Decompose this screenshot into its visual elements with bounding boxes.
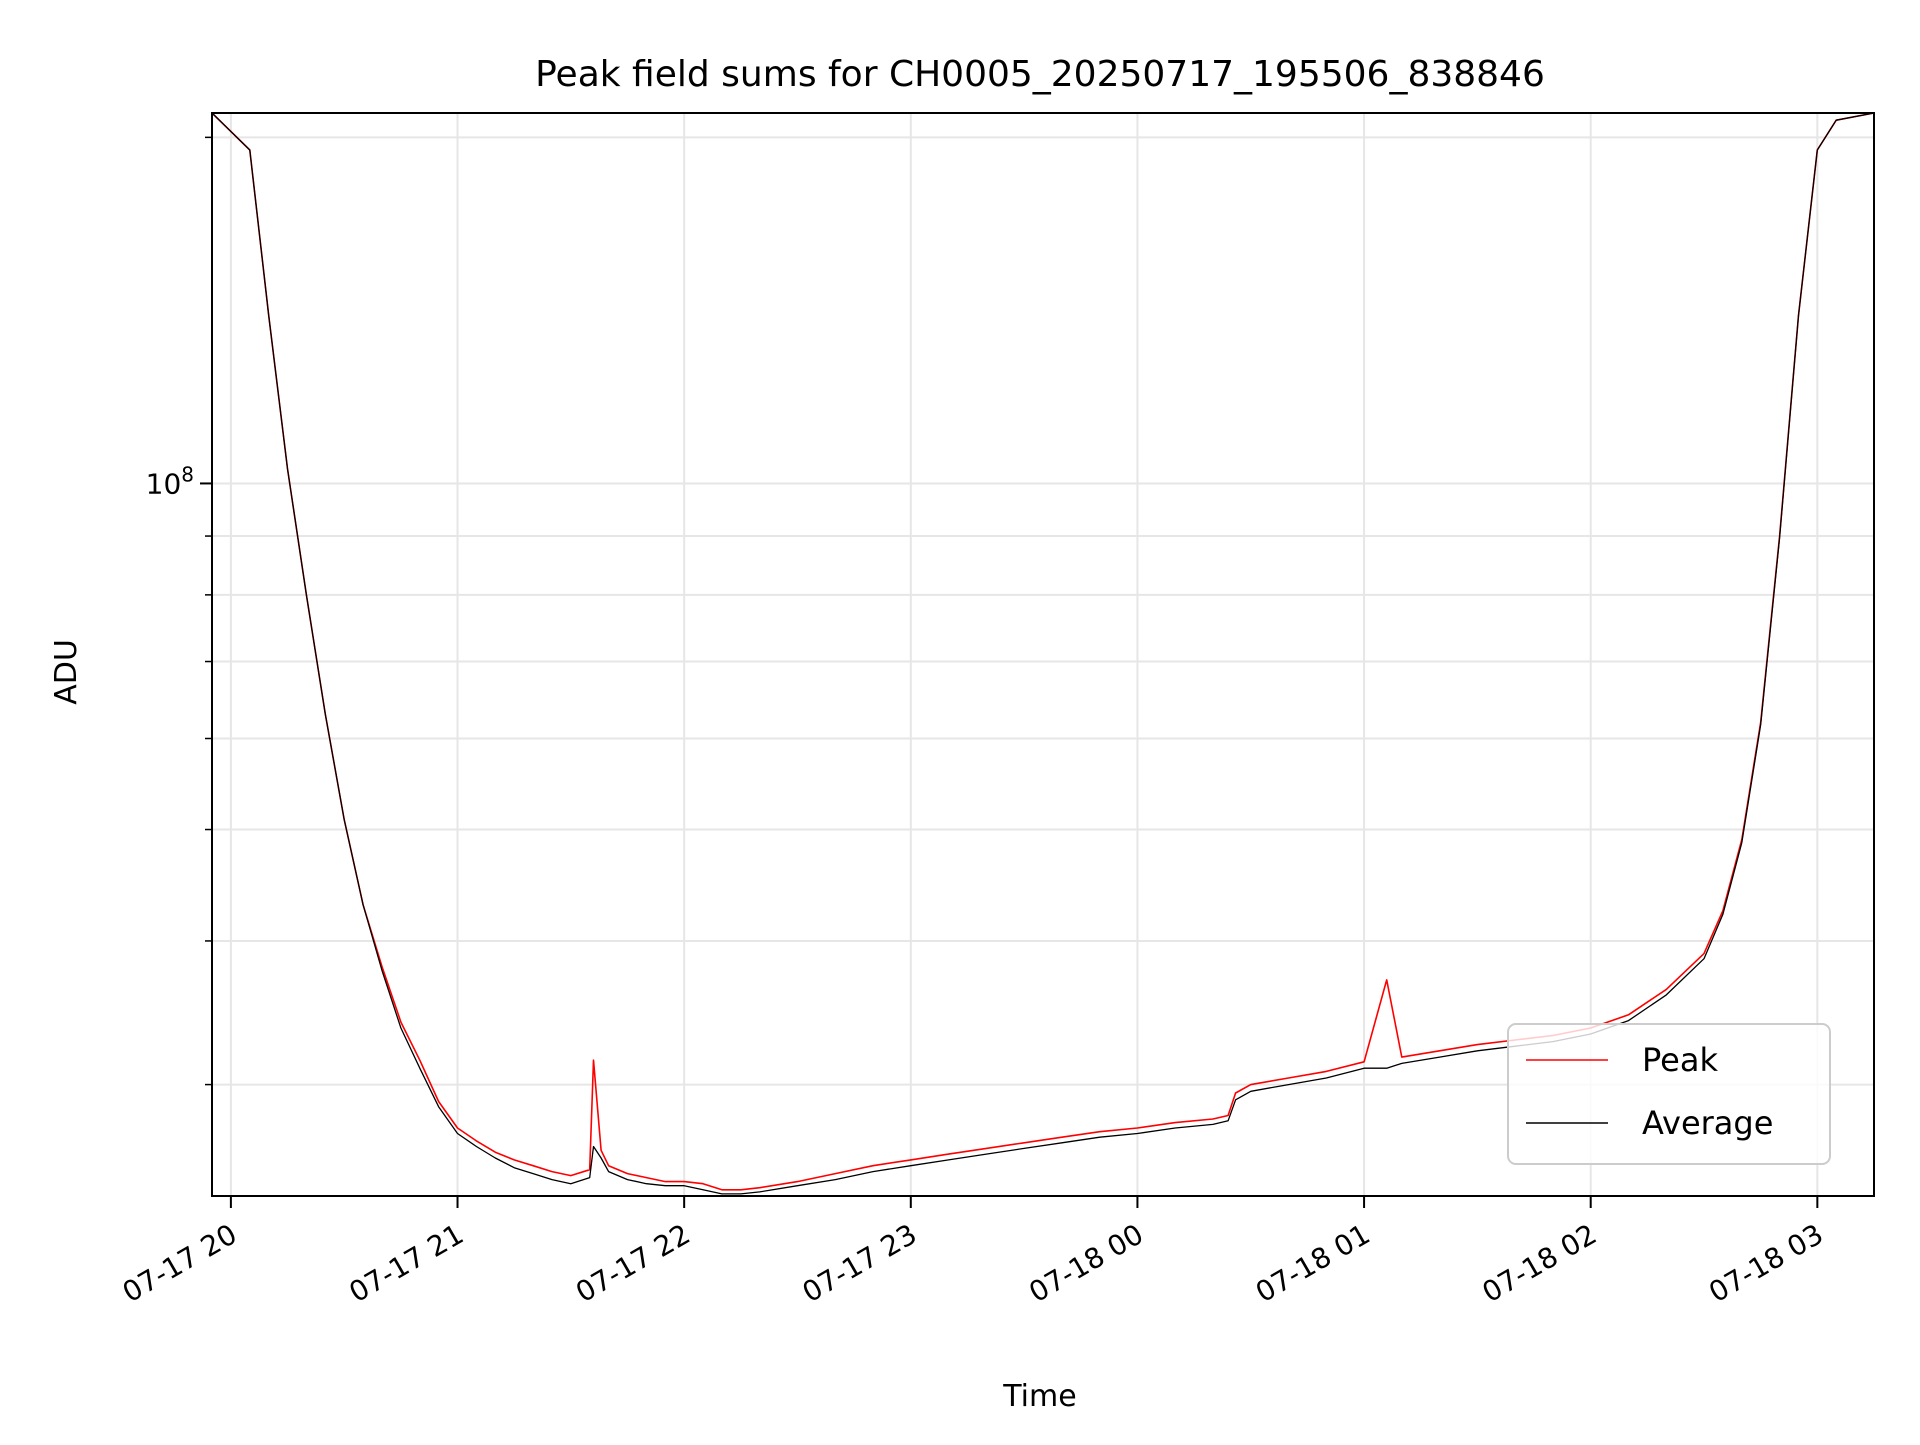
- y-tick-label-base: 10: [146, 467, 182, 500]
- y-tick-label: 108: [146, 462, 194, 500]
- plot-frame: [211, 112, 1875, 1197]
- legend-box: [1507, 1023, 1831, 1165]
- y-tick-label-exponent: 8: [181, 462, 194, 486]
- y-axis-label: ADU: [49, 639, 84, 705]
- y-axis: 108: [146, 136, 212, 1086]
- chart-title: Peak field sums for CH0005_20250717_1955…: [535, 54, 1545, 95]
- legend-label: Peak: [1642, 1041, 1718, 1079]
- grid: [212, 113, 1874, 1196]
- legend: Peak Average: [1507, 1023, 1831, 1165]
- legend-label: Average: [1642, 1104, 1773, 1142]
- x-axis-label: Time: [1002, 1379, 1076, 1414]
